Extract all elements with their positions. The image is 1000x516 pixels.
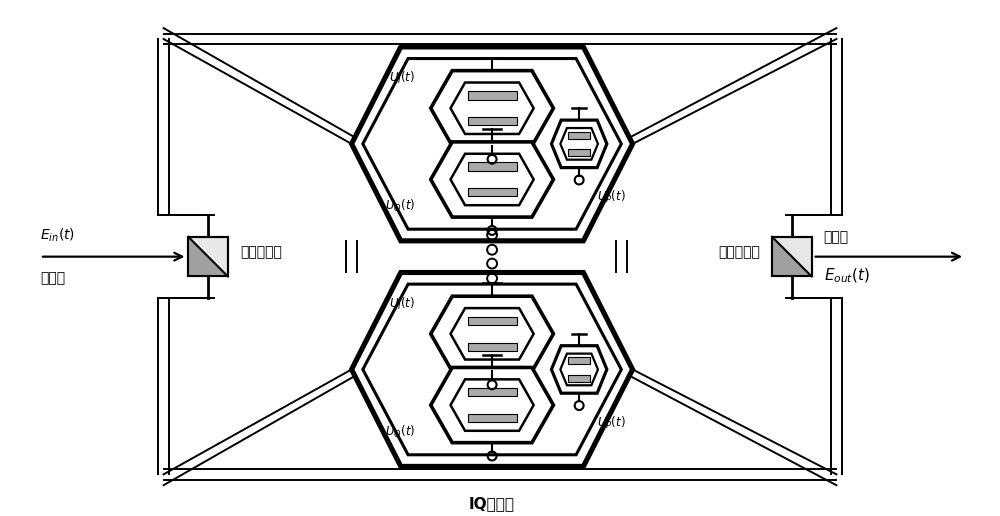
- Polygon shape: [352, 47, 633, 241]
- Bar: [468, 163, 517, 171]
- Text: $U_I(t)$: $U_I(t)$: [389, 296, 415, 312]
- Text: 输入光: 输入光: [40, 271, 65, 285]
- Text: 偏振合束器: 偏振合束器: [718, 245, 760, 259]
- Bar: [568, 375, 590, 382]
- Bar: [568, 149, 590, 156]
- Polygon shape: [551, 120, 607, 168]
- Bar: [188, 237, 228, 277]
- Polygon shape: [431, 142, 553, 217]
- Polygon shape: [560, 353, 598, 385]
- Bar: [772, 237, 812, 277]
- Polygon shape: [431, 367, 553, 443]
- Text: $U_P(t)$: $U_P(t)$: [597, 415, 626, 431]
- Bar: [468, 188, 517, 197]
- Bar: [568, 132, 590, 139]
- Polygon shape: [451, 154, 534, 205]
- Bar: [772, 237, 812, 277]
- Polygon shape: [352, 272, 633, 466]
- Text: IQ调制器: IQ调制器: [469, 496, 515, 511]
- Text: 输出光: 输出光: [824, 230, 849, 244]
- Polygon shape: [551, 346, 607, 393]
- Text: $E_{in}$$(t)$: $E_{in}$$(t)$: [40, 227, 75, 244]
- Bar: [468, 414, 517, 422]
- Text: $U_P(t)$: $U_P(t)$: [597, 189, 626, 205]
- Text: $U_Q(t)$: $U_Q(t)$: [385, 423, 415, 440]
- Polygon shape: [363, 284, 621, 455]
- Text: 偏振分束器: 偏振分束器: [240, 245, 282, 259]
- Bar: [568, 357, 590, 364]
- Text: $U_I(t)$: $U_I(t)$: [389, 70, 415, 87]
- Bar: [468, 117, 517, 125]
- Bar: [468, 343, 517, 351]
- Polygon shape: [363, 58, 621, 229]
- Polygon shape: [451, 379, 534, 431]
- Polygon shape: [451, 308, 534, 360]
- Text: $E_{out}$$(t)$: $E_{out}$$(t)$: [824, 267, 870, 285]
- Polygon shape: [431, 71, 553, 146]
- Polygon shape: [560, 128, 598, 159]
- Polygon shape: [431, 296, 553, 372]
- Polygon shape: [451, 83, 534, 134]
- Bar: [468, 91, 517, 100]
- Polygon shape: [772, 237, 812, 277]
- Text: $U_Q(t)$: $U_Q(t)$: [385, 197, 415, 214]
- Bar: [468, 388, 517, 396]
- Polygon shape: [188, 237, 228, 277]
- Bar: [468, 317, 517, 325]
- Bar: [188, 237, 228, 277]
